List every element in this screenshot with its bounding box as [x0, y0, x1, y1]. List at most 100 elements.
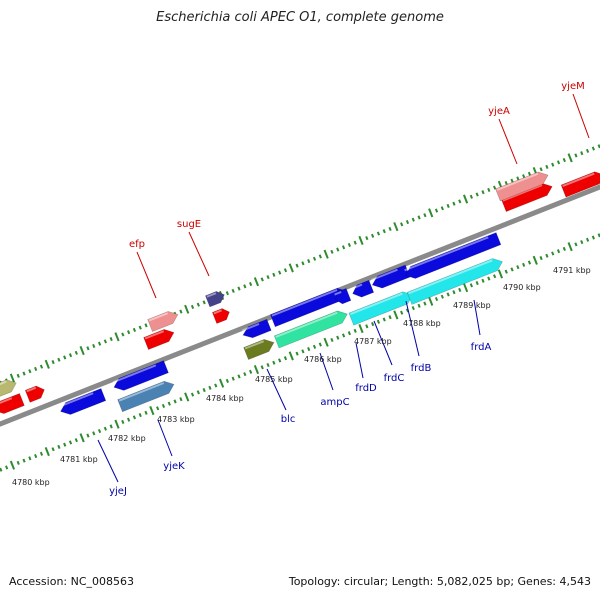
- upper-ruler-tick: [591, 146, 595, 151]
- feature-green-arrow-group: [273, 310, 348, 349]
- feature-blue-arrow-group: [334, 287, 352, 305]
- feature-pink-arrow-group: [147, 311, 179, 332]
- feature-navy-arrow: [205, 291, 225, 308]
- feature-red-arrow-group: [211, 308, 230, 324]
- lower-ruler-tick: [253, 365, 260, 375]
- upper-ruler-tick: [371, 233, 375, 238]
- feature-blue-arrow-sheen: [112, 364, 157, 384]
- feature-track: [0, 171, 600, 415]
- gene-label-yjeM: yjeM: [561, 81, 584, 92]
- lower-ruler-tick: [22, 458, 26, 463]
- lower-ruler-tick: [237, 374, 241, 379]
- upper-ruler-tick: [522, 174, 526, 179]
- upper-ruler-tick: [44, 359, 50, 369]
- upper-ruler-tick: [97, 341, 102, 346]
- upper-ruler-tick: [266, 275, 270, 280]
- lower-ruler-tick: [266, 362, 270, 368]
- gene-label-sugE: sugE: [177, 219, 201, 230]
- upper-ruler-tick: [585, 148, 590, 153]
- feature-steelblue-arrow: [117, 380, 175, 413]
- upper-ruler-tick: [138, 325, 142, 330]
- upper-ruler-tick: [225, 291, 229, 296]
- feature-blue-arrow-group: [59, 388, 107, 415]
- lower-ruler-tick: [243, 372, 247, 377]
- lower-ruler-tick: [149, 405, 155, 416]
- lower-ruler-tick: [208, 385, 212, 390]
- upper-ruler-tick: [551, 162, 555, 167]
- upper-ruler-tick: [358, 235, 364, 245]
- feature-red-arrow-group: [24, 385, 45, 403]
- lower-ruler-tick: [0, 467, 3, 472]
- feature-blue-arrow-sheen: [59, 392, 94, 408]
- feature-steelblue-arrow-sheen: [118, 382, 165, 402]
- map-title: Escherichia coli APEC O1, complete genom…: [156, 10, 444, 25]
- upper-ruler-tick: [318, 254, 322, 259]
- upper-ruler-tick: [462, 194, 469, 204]
- upper-ruler-tick: [288, 263, 294, 273]
- leader-line-ampC: [319, 352, 334, 391]
- lower-ruler-tick: [103, 426, 107, 431]
- lower-ruler-tick: [341, 333, 346, 338]
- feature-blue-arrow: [335, 287, 352, 305]
- scale-label: 4787 kbp: [354, 337, 392, 346]
- upper-ruler-tick: [184, 304, 190, 314]
- lower-ruler-tick: [487, 276, 491, 281]
- feature-blue-arrow-sheen: [371, 268, 398, 281]
- feature-navy-arrow-sheen: [206, 292, 217, 298]
- upper-ruler-tick: [57, 357, 61, 362]
- feature-olive-arrow-group: [0, 379, 17, 398]
- lower-ruler-tick: [132, 415, 137, 420]
- lower-ruler-tick: [353, 328, 357, 333]
- upper-ruler-tick: [312, 256, 317, 261]
- feature-blue-arrow: [242, 318, 272, 339]
- gene-label-frdC: frdC: [384, 373, 405, 384]
- feature-red-arrow: [0, 393, 25, 414]
- leader-line-frdC: [373, 320, 393, 366]
- lower-ruler-tick: [556, 249, 561, 254]
- leader-line-sugE: [188, 231, 210, 277]
- upper-ruler-tick: [341, 245, 346, 250]
- feature-red-arrow-sheen: [562, 172, 595, 188]
- genome-summary: Topology: circular; Length: 5,082,025 bp…: [288, 575, 591, 588]
- lower-ruler-tick: [156, 406, 160, 411]
- lower-ruler-tick: [434, 296, 439, 302]
- feature-olive-arrow-sheen: [0, 380, 7, 387]
- upper-ruler-tick: [493, 185, 497, 190]
- upper-ruler-tick: [231, 288, 235, 293]
- feature-red-arrow-group: [143, 329, 175, 350]
- upper-ruler-tick: [574, 153, 578, 158]
- upper-ruler-tick: [556, 160, 561, 165]
- lower-ruler-tick: [493, 274, 497, 279]
- leader-line-yjeA: [498, 118, 518, 165]
- lower-ruler-tick: [510, 267, 514, 272]
- upper-ruler-tick: [109, 337, 113, 342]
- lower-ruler-tick: [51, 447, 55, 452]
- upper-ruler-tick: [469, 194, 473, 199]
- lower-ruler-tick: [497, 269, 504, 279]
- feature-red-arrow-sheen: [26, 386, 37, 393]
- lower-ruler-tick: [218, 378, 225, 388]
- upper-ruler-tick: [423, 213, 427, 218]
- upper-ruler-tick: [9, 373, 16, 383]
- feature-pink-arrow-sheen: [496, 172, 539, 191]
- gene-labels: efp sugE yjeA yjeM yjeJ yjeK blc ampC frdD frdC fr…: [97, 81, 590, 497]
- lower-ruler-tick: [127, 417, 131, 422]
- lower-ruler-tick: [440, 294, 444, 299]
- upper-ruler-tick: [249, 281, 253, 287]
- upper-ruler-tick: [452, 201, 456, 206]
- upper-ruler-tick: [481, 190, 485, 195]
- upper-ruler-tick: [347, 242, 351, 248]
- lower-ruler-tick: [202, 388, 206, 393]
- upper-ruler-tick: [458, 199, 462, 204]
- upper-ruler-tick: [365, 236, 369, 241]
- lower-ruler-tick: [458, 287, 462, 292]
- lower-ruler-tick: [260, 365, 264, 370]
- gene-label-yjeK: yjeK: [163, 461, 185, 472]
- lower-ruler-tick: [504, 269, 508, 274]
- upper-ruler-tick: [39, 364, 44, 369]
- leader-line-yjeJ: [97, 439, 119, 483]
- lower-ruler-tick: [161, 403, 166, 409]
- upper-ruler-tick: [28, 369, 32, 374]
- feature-blue-arrow: [60, 388, 107, 415]
- lower-ruler-tick: [358, 324, 364, 334]
